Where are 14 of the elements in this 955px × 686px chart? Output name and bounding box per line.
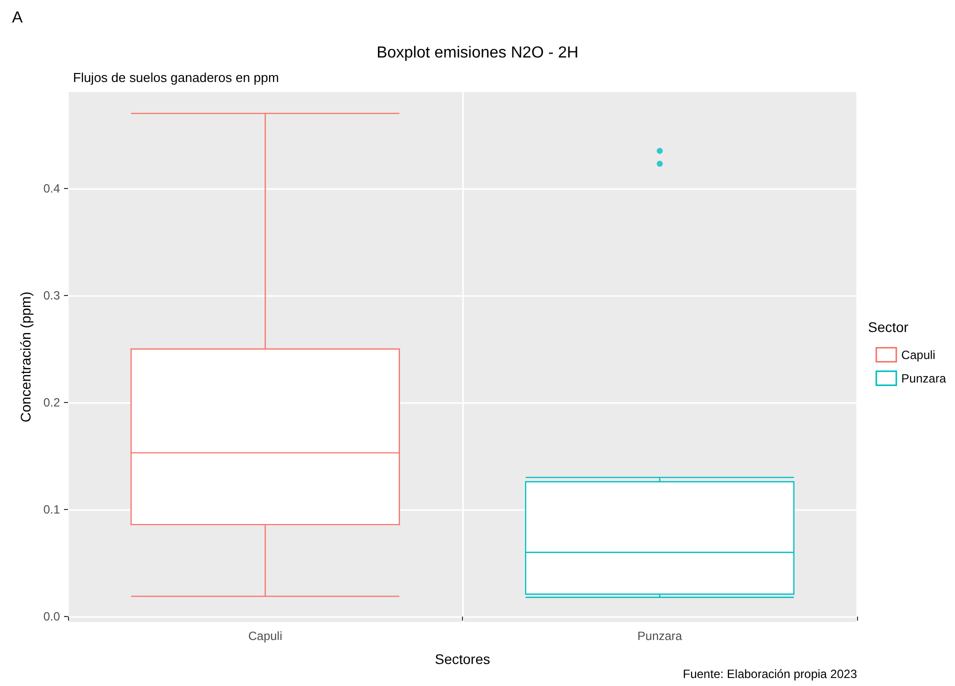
legend-label: Punzara [901,371,946,386]
y-axis-title: Concentración (ppm) [17,292,34,422]
y-tick-label: 0.0 [43,610,60,624]
legend-label: Capuli [901,348,936,362]
text: A [12,10,23,26]
x-axis-title: Sectores [434,651,490,667]
source-note: Fuente: Elaboración propia 2023 [682,667,858,681]
y-tick-label: 0.2 [43,396,60,410]
chart-subtitle: Flujos de suelos ganaderos en ppm [73,70,279,85]
legend-title: Sector [868,319,909,335]
chart-title: Boxplot emisiones N2O - 2H [376,44,578,62]
y-tick-label: 0.3 [43,288,60,302]
y-tick-label: 0.1 [43,502,60,517]
y-tick-label: 0.4 [43,181,60,196]
